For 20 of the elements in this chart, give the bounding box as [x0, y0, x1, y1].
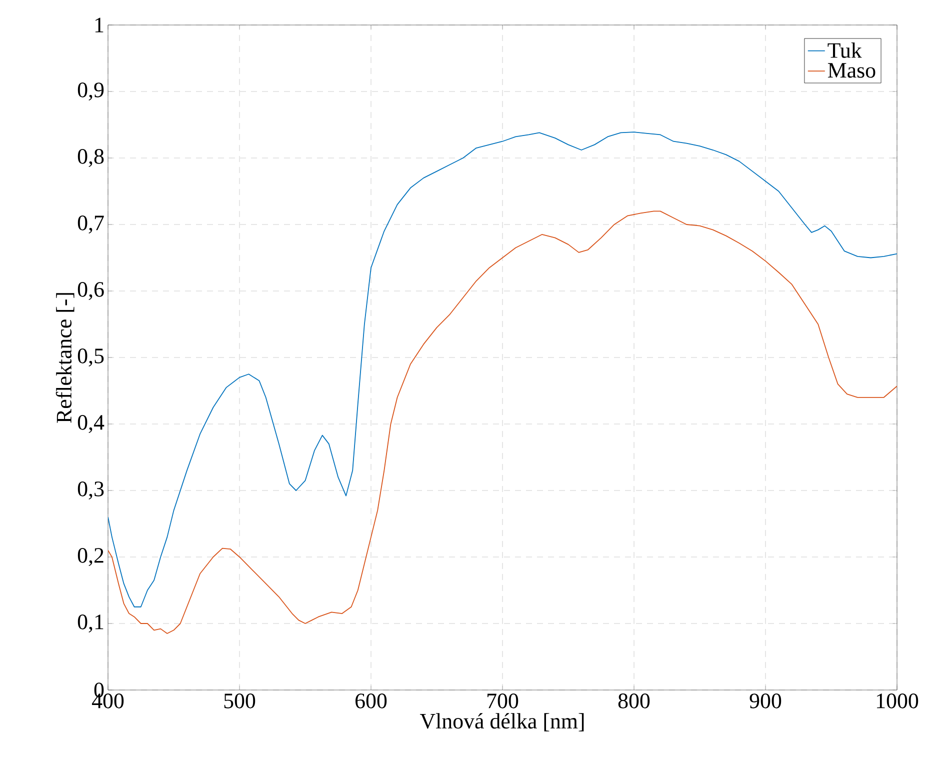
x-tick-label: 900 — [750, 694, 782, 708]
y-tick-label: 1 — [95, 18, 104, 32]
x-tick-label: 800 — [618, 694, 650, 708]
y-axis-title: Reflektance [-] — [56, 293, 74, 423]
legend-label: Tuk — [828, 42, 862, 58]
x-tick-label: 600 — [356, 694, 387, 708]
y-tick-label: 0,8 — [78, 149, 104, 167]
y-tick-label: 0,2 — [78, 548, 104, 566]
x-tick-label: 500 — [224, 694, 256, 708]
legend-label: Maso — [828, 63, 876, 78]
y-tick-label: 0,3 — [78, 482, 104, 500]
x-tick-label: 1000 — [877, 694, 918, 708]
y-tick-label: 0,4 — [78, 415, 104, 433]
y-tick-label: 0,9 — [78, 82, 104, 100]
x-axis-title: Vlnová délka [nm] — [420, 713, 584, 732]
x-tick-label: 700 — [488, 694, 518, 708]
y-tick-label: 0,5 — [78, 348, 104, 366]
y-tick-label: 0,6 — [78, 282, 104, 300]
y-tick-label: 0,1 — [78, 614, 104, 632]
y-tick-label: 0,7 — [78, 216, 104, 234]
